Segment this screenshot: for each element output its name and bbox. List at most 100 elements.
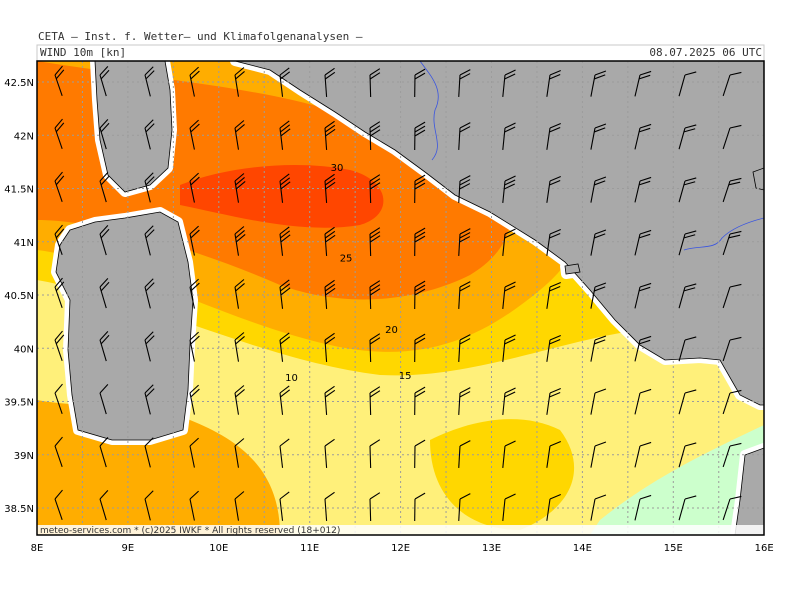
wind-barb — [634, 229, 652, 256]
longitude-label: 9E — [122, 543, 135, 554]
wind-barb — [634, 441, 652, 468]
wind-barb — [144, 437, 154, 468]
latitude-label: 40.5N — [4, 291, 34, 302]
wind-barb — [144, 278, 155, 309]
wind-barb — [189, 225, 200, 256]
wind-barb — [369, 439, 381, 469]
lat-lon-grid — [37, 61, 764, 535]
wind-barb — [634, 123, 652, 150]
wind-barb — [54, 171, 65, 202]
institute-title: CETA — Inst. f. Wetter— und Klimafolgena… — [38, 30, 363, 43]
wind-barb — [458, 228, 471, 256]
coastline-5 — [752, 167, 764, 191]
river-0 — [419, 61, 439, 161]
wind-barb — [99, 437, 109, 468]
wind-barb — [234, 173, 246, 203]
wind-barb — [144, 119, 155, 150]
wind-barb — [590, 123, 607, 150]
wind-barb — [279, 226, 291, 256]
wind-barb — [634, 388, 652, 415]
wind-barb — [369, 280, 381, 310]
wind-barb — [502, 387, 516, 415]
wind-barb — [458, 493, 471, 521]
wind-barb — [369, 333, 381, 363]
wind-barb — [144, 66, 155, 97]
wind-barb — [99, 119, 110, 150]
latitude-label: 42N — [14, 131, 34, 142]
wind-barb — [324, 279, 336, 309]
wind-barb — [54, 330, 65, 361]
wind-barb — [324, 67, 336, 97]
river-1 — [683, 217, 764, 251]
wind-barb — [189, 278, 200, 309]
longitude-label: 14E — [573, 543, 592, 554]
wind-barbs — [54, 65, 742, 522]
wind-barb — [279, 173, 291, 203]
wind-barb — [546, 228, 561, 256]
product-label: WIND 10m [kn] — [40, 46, 127, 59]
wind-barb — [458, 122, 471, 150]
longitude-label: 13E — [482, 543, 501, 554]
wind-barb — [546, 440, 561, 468]
wind-barb — [324, 226, 336, 256]
wind-barb — [546, 175, 561, 203]
wind-barb — [279, 438, 290, 468]
wind-barb — [590, 441, 607, 468]
longitude-label: 12E — [391, 543, 410, 554]
wind-barb — [502, 122, 516, 150]
longitude-label: 8E — [31, 543, 44, 554]
wind-barb — [502, 281, 516, 309]
wind-barb — [722, 177, 742, 203]
wind-barb — [590, 388, 607, 415]
wind-barb — [369, 386, 381, 416]
coastline-4 — [564, 263, 581, 275]
latitude-label: 39N — [14, 451, 34, 462]
map-frame — [36, 60, 765, 536]
coastline-0 — [234, 61, 764, 406]
wind-barb — [144, 331, 155, 362]
contour-label: 15 — [399, 371, 412, 382]
wind-barb — [502, 334, 516, 362]
wind-barb — [634, 70, 652, 97]
wind-barb — [99, 331, 110, 362]
latitude-label: 38.5N — [4, 504, 34, 515]
wind-barb — [234, 67, 245, 97]
wind-barb — [722, 442, 742, 468]
contour-label: 25 — [340, 254, 353, 265]
contour-label: 10 — [285, 373, 298, 384]
land-masses — [51, 61, 764, 535]
wind-barb — [414, 333, 426, 363]
wind-barb — [678, 495, 697, 521]
axis-labels: 8E 9E 10E 11E 12E 13E 14E 15E 16E 42.5N 42N 41.5N 41… — [4, 78, 773, 554]
wind-barb — [722, 389, 742, 415]
wind-barb — [54, 277, 65, 308]
contour-labels: 30 25 20 15 10 — [285, 163, 411, 384]
wind-barb — [54, 383, 63, 414]
contour-label: 20 — [385, 325, 398, 336]
wind-barb — [678, 177, 697, 203]
wind-barb — [678, 336, 697, 362]
wind-barb — [144, 172, 155, 203]
latitude-label: 41N — [14, 238, 34, 249]
wind-barb — [279, 67, 291, 97]
wind-barb — [414, 439, 426, 469]
latitude-label: 42.5N — [4, 78, 34, 89]
wind-barb — [502, 493, 516, 521]
coastline-1 — [94, 61, 173, 193]
wind-barb — [722, 71, 742, 97]
wind-barb — [722, 336, 742, 362]
wind-barb — [634, 282, 652, 309]
wind-barb — [369, 121, 381, 151]
wind-barb — [634, 494, 652, 521]
wind-barb — [279, 120, 291, 150]
wind-barb — [678, 442, 697, 468]
wind-barb — [54, 65, 65, 96]
wind-barb — [189, 437, 199, 468]
wind-barb — [546, 334, 561, 362]
wind-barb — [54, 436, 63, 467]
wind-barb — [590, 176, 607, 203]
latitude-label: 40N — [14, 344, 34, 355]
wind-barb — [189, 172, 200, 203]
wind-barb — [722, 495, 742, 521]
